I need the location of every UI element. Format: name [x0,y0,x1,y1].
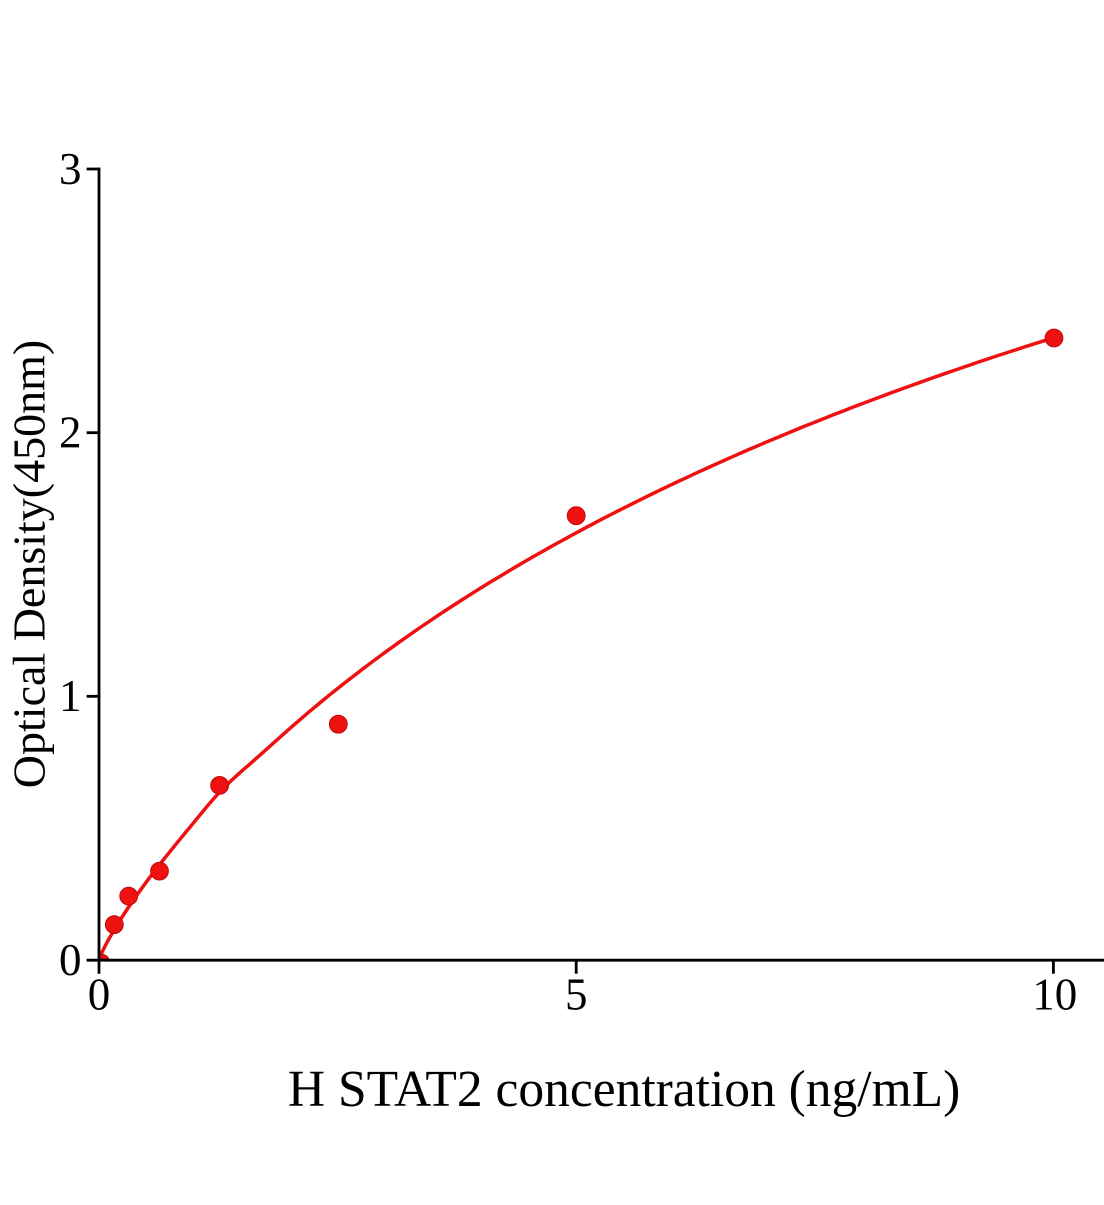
svg-text:H STAT2 concentration (ng/mL): H STAT2 concentration (ng/mL) [288,1061,960,1118]
svg-text:0: 0 [59,935,82,985]
svg-text:Optical Density(450nm): Optical Density(450nm) [4,340,55,788]
svg-text:2: 2 [59,408,82,458]
svg-text:5: 5 [565,969,588,1019]
svg-text:1: 1 [59,671,82,721]
svg-text:10: 10 [1032,969,1077,1019]
svg-text:3: 3 [59,144,82,194]
svg-text:0: 0 [88,969,111,1019]
